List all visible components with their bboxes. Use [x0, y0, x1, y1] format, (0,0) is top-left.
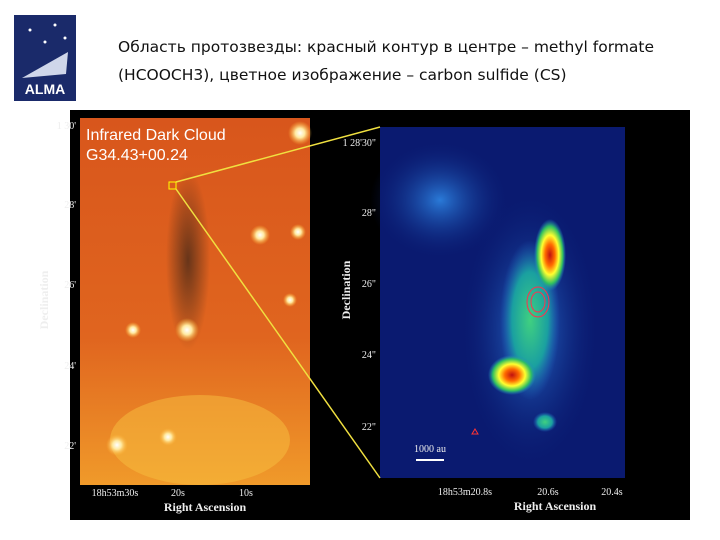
y-tick-label: 1 28'30": [343, 138, 376, 149]
y-tick-label: 1 30': [57, 121, 77, 132]
y-tick-label: 22': [64, 441, 76, 452]
title-line: Область протозвезды: красный контур в це…: [118, 38, 654, 56]
panel-title: G34.43+00.24: [86, 147, 188, 164]
y-tick-label: 28': [64, 200, 76, 211]
title-line: (HCOOCH3), цветное изображение – carbon …: [118, 66, 567, 84]
logo-text: ALMA: [25, 81, 65, 97]
left-image: [80, 118, 312, 485]
x-tick-label: 20s: [171, 488, 185, 499]
x-axis-label: Right Ascension: [164, 500, 247, 514]
right-image: [370, 127, 625, 478]
y-tick-label: 22": [362, 422, 376, 433]
y-tick-label: 26": [362, 279, 376, 290]
x-tick-label: 20.4s: [601, 487, 623, 498]
y-tick-label: 24": [362, 350, 376, 361]
y-axis-label: Declination: [339, 260, 353, 319]
zoom-lines: [175, 126, 381, 479]
x-axis-label: Right Ascension: [514, 499, 597, 513]
x-tick-label: 10s: [239, 488, 253, 499]
y-tick-label: 26': [64, 280, 76, 291]
logo: ALMA: [14, 15, 76, 101]
x-tick-label: 18h53m30s: [92, 488, 139, 499]
y-tick-label: 24': [64, 361, 76, 372]
x-tick-label: 20.6s: [537, 487, 559, 498]
y-tick-label: 28": [362, 208, 376, 219]
panel-title: Infrared Dark Cloud: [86, 127, 226, 144]
scale-bar-label: 1000 au: [414, 444, 446, 455]
x-tick-label: 18h53m20.8s: [438, 487, 492, 498]
y-axis-label: Declination: [37, 270, 51, 329]
